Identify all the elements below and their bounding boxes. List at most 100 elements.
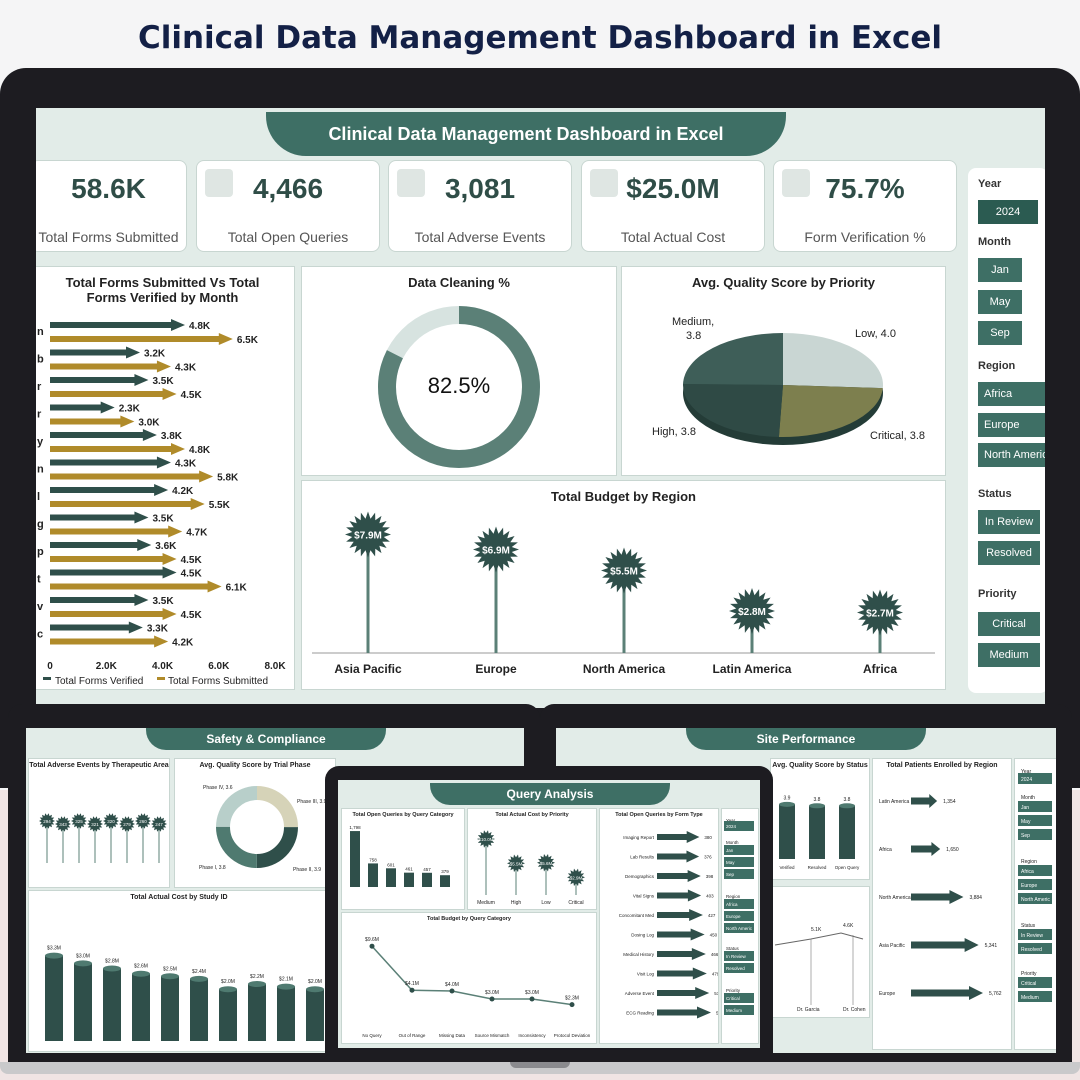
submitted-bar (50, 498, 205, 510)
budget-burst (729, 588, 775, 634)
filter-button (724, 899, 754, 909)
region-north-america-button[interactable]: North Americ (978, 443, 1045, 467)
query-bar (386, 868, 396, 887)
month-may-button[interactable]: May (978, 290, 1022, 314)
year-label: Year (978, 178, 1002, 190)
data-cleaning-donut (378, 306, 540, 468)
form-arrow (657, 870, 701, 882)
kpi-forms-submitted: 58.6K Total Forms Submitted (36, 160, 187, 252)
filter-text: Resolved (1021, 947, 1042, 953)
filter-text: Priority (726, 988, 741, 993)
kpi-label: Total Open Queries (227, 229, 349, 245)
verified-data-label: 3.8K (161, 431, 183, 442)
lollipop-burst (71, 813, 87, 829)
year-2024-button[interactable]: 2024 (978, 200, 1038, 224)
filter-button (724, 923, 754, 933)
submitted-data-label: 4.5K (181, 555, 203, 566)
filter-button (1018, 943, 1052, 954)
percent-icon (590, 169, 618, 197)
safety-cost-title: Total Actual Cost by Study ID (130, 894, 228, 901)
kpi-value: $25.0M (626, 173, 720, 204)
patients-label: 3,884 (969, 895, 982, 901)
query-bar (440, 875, 450, 887)
line-label: 5.1K (811, 927, 822, 933)
form-value: 376 (704, 855, 712, 860)
phase-donut: Phase IV, 3.6 Phase III, 3.9 Phase I, 3.8 P… (199, 785, 327, 873)
filter-text: Sep (1021, 833, 1030, 839)
cylinder-top (277, 983, 295, 990)
submitted-bar (50, 525, 183, 538)
pie-label: 3.8 (686, 330, 701, 342)
lollipop-label: 294 (43, 819, 51, 824)
query-formtype-title: Total Open Queries by Form Type (615, 812, 703, 818)
filter-text: Europe (1021, 883, 1037, 889)
list-icon (205, 169, 233, 197)
filter-text: Jan (1021, 805, 1029, 811)
lollipop-burst (55, 816, 71, 832)
region-europe-button[interactable]: Europe (978, 413, 1045, 437)
x-tick-label: 8.0K (264, 661, 286, 672)
kpi-adverse-events: 3,081 Total Adverse Events (388, 160, 572, 252)
filter-text: Priority (1021, 971, 1037, 977)
cost-cylinder (306, 989, 324, 1041)
month-sep-button[interactable]: Sep (978, 321, 1022, 345)
priority-label: Priority (978, 588, 1017, 600)
phase-slice (216, 786, 298, 868)
query-category-card: Total Open Queries by Query Category 1,7… (341, 808, 465, 910)
query-priority-title: Total Actual Cost by Priority (495, 812, 569, 818)
kpi-value: 75.7% (825, 173, 905, 204)
budget-line (371, 945, 573, 1006)
region-label: Europe (879, 991, 895, 997)
budget-point (529, 996, 535, 1002)
query-bar-label: 601 (387, 862, 395, 867)
verified-bar (50, 621, 143, 634)
data-cleaning-title: Data Cleaning % (408, 275, 510, 290)
region-africa-button[interactable]: Africa (978, 382, 1045, 406)
status-resolved-button[interactable]: Resolved (978, 541, 1040, 565)
adverse-events-chart: 294 343 325 321 320 279 260 247 (39, 813, 167, 863)
month-label: r (37, 409, 42, 421)
kpi-label: Total Adverse Events (414, 229, 546, 245)
budget-point (369, 943, 375, 949)
pie-label: Low, 4.0 (855, 328, 896, 340)
submitted-bar (50, 580, 222, 593)
priority-critical-button[interactable]: Critical (978, 612, 1040, 636)
month-label: b (37, 354, 44, 366)
priority-value: $10.0M (478, 837, 493, 842)
filter-text: North Americ (726, 926, 753, 931)
lollipop-burst (119, 816, 135, 832)
form-arrow (657, 987, 710, 999)
month-label: t (37, 574, 41, 586)
filter-button (724, 951, 754, 961)
priority-value: $2.9M (570, 875, 583, 880)
cost-label: $3.0M (76, 953, 90, 959)
budget-label: $4.0M (445, 982, 459, 988)
calculator-icon (397, 169, 425, 197)
phase-label: Phase II, 3.9 (293, 867, 321, 873)
line-label: 4.6K (843, 923, 854, 929)
month-jan-button[interactable]: Jan (978, 258, 1022, 282)
pie-slice-low (783, 333, 883, 389)
query-bar (368, 863, 378, 887)
status-label: Open Query (835, 865, 860, 870)
budget-label: $3.0M (525, 990, 539, 996)
query-screen: Query Analysis Total Open Queries by Que… (338, 780, 760, 1048)
cylinder-top (45, 952, 63, 959)
doctor-label: Dr. Garcia (797, 1007, 820, 1013)
query-bar-label: 758 (369, 857, 377, 862)
form-type-label: ECG Reading (626, 1011, 654, 1016)
form-value: 380 (704, 835, 712, 840)
legend-submitted-swatch (157, 677, 165, 680)
status-cylinder (839, 805, 855, 859)
query-category-title: Total Open Queries by Query Category (352, 812, 454, 818)
lollipop-label: 343 (59, 822, 67, 827)
status-in-review-button[interactable]: In Review (978, 510, 1040, 534)
kpi-open-queries: 4,466 Total Open Queries (196, 160, 380, 252)
submitted-data-label: 6.5K (237, 335, 259, 346)
region-label: North America (879, 895, 911, 901)
filter-text: Critical (726, 996, 740, 1001)
cost-cylinder (219, 989, 237, 1041)
priority-medium-button[interactable]: Medium (978, 643, 1040, 667)
budget-category-label: Out of Range (399, 1033, 426, 1038)
form-type-label: Visit Log (637, 972, 655, 977)
